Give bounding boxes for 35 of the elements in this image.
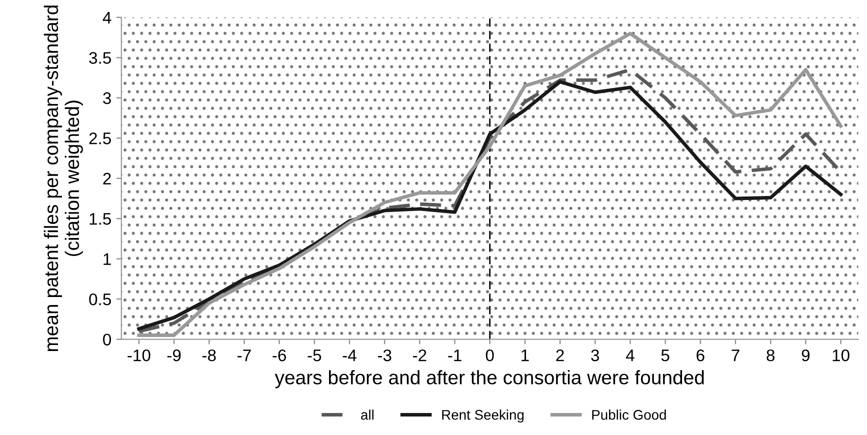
x-tick-label: 5 <box>661 350 670 362</box>
y-tick-label: 1.5 <box>90 213 111 225</box>
x-axis-title: years before and after the consortia were founded <box>274 370 704 388</box>
x-tick-label: 0 <box>486 349 494 362</box>
x-tick-label: -3 <box>378 349 392 362</box>
x-tick-label: -4 <box>342 350 356 362</box>
y-axis-title: mean patent files per company-standard (citation weighted) <box>44 6 83 352</box>
y-tick-label: 4 <box>102 12 112 24</box>
x-tick-label: -1 <box>448 350 462 362</box>
x-tick-label: 3 <box>591 349 600 362</box>
y-tick-label: 2 <box>103 172 111 184</box>
x-tick-label: -5 <box>308 350 322 362</box>
y-tick-label: 2.5 <box>89 132 111 144</box>
x-tick-label: -6 <box>272 349 286 362</box>
x-tick-label: 1 <box>522 350 529 362</box>
x-tick-label: -7 <box>238 350 251 362</box>
legend-label: all <box>361 410 374 420</box>
legend-label: Public Good <box>592 410 666 420</box>
y-tick-label: 1 <box>104 253 111 265</box>
x-tick-label: 7 <box>732 350 740 362</box>
x-tick-label: 9 <box>802 349 810 362</box>
x-tick-label: 10 <box>832 349 850 362</box>
y-tick-label: 0 <box>103 334 112 346</box>
x-tick-label: 6 <box>696 349 704 362</box>
legend-label: Rent Seeking <box>442 410 524 422</box>
y-tick-label: 3 <box>103 92 111 104</box>
x-tick-label: -2 <box>413 349 426 362</box>
y-tick-label: 3.5 <box>89 52 111 64</box>
x-tick-label: 4 <box>626 350 634 362</box>
x-tick-label: -10 <box>128 349 150 362</box>
x-tick-label: -9 <box>167 349 181 362</box>
x-tick-label: -8 <box>202 349 216 362</box>
y-tick-label: 0.5 <box>89 293 111 306</box>
x-tick-label: 2 <box>556 349 564 362</box>
x-tick-label: 8 <box>766 349 775 362</box>
